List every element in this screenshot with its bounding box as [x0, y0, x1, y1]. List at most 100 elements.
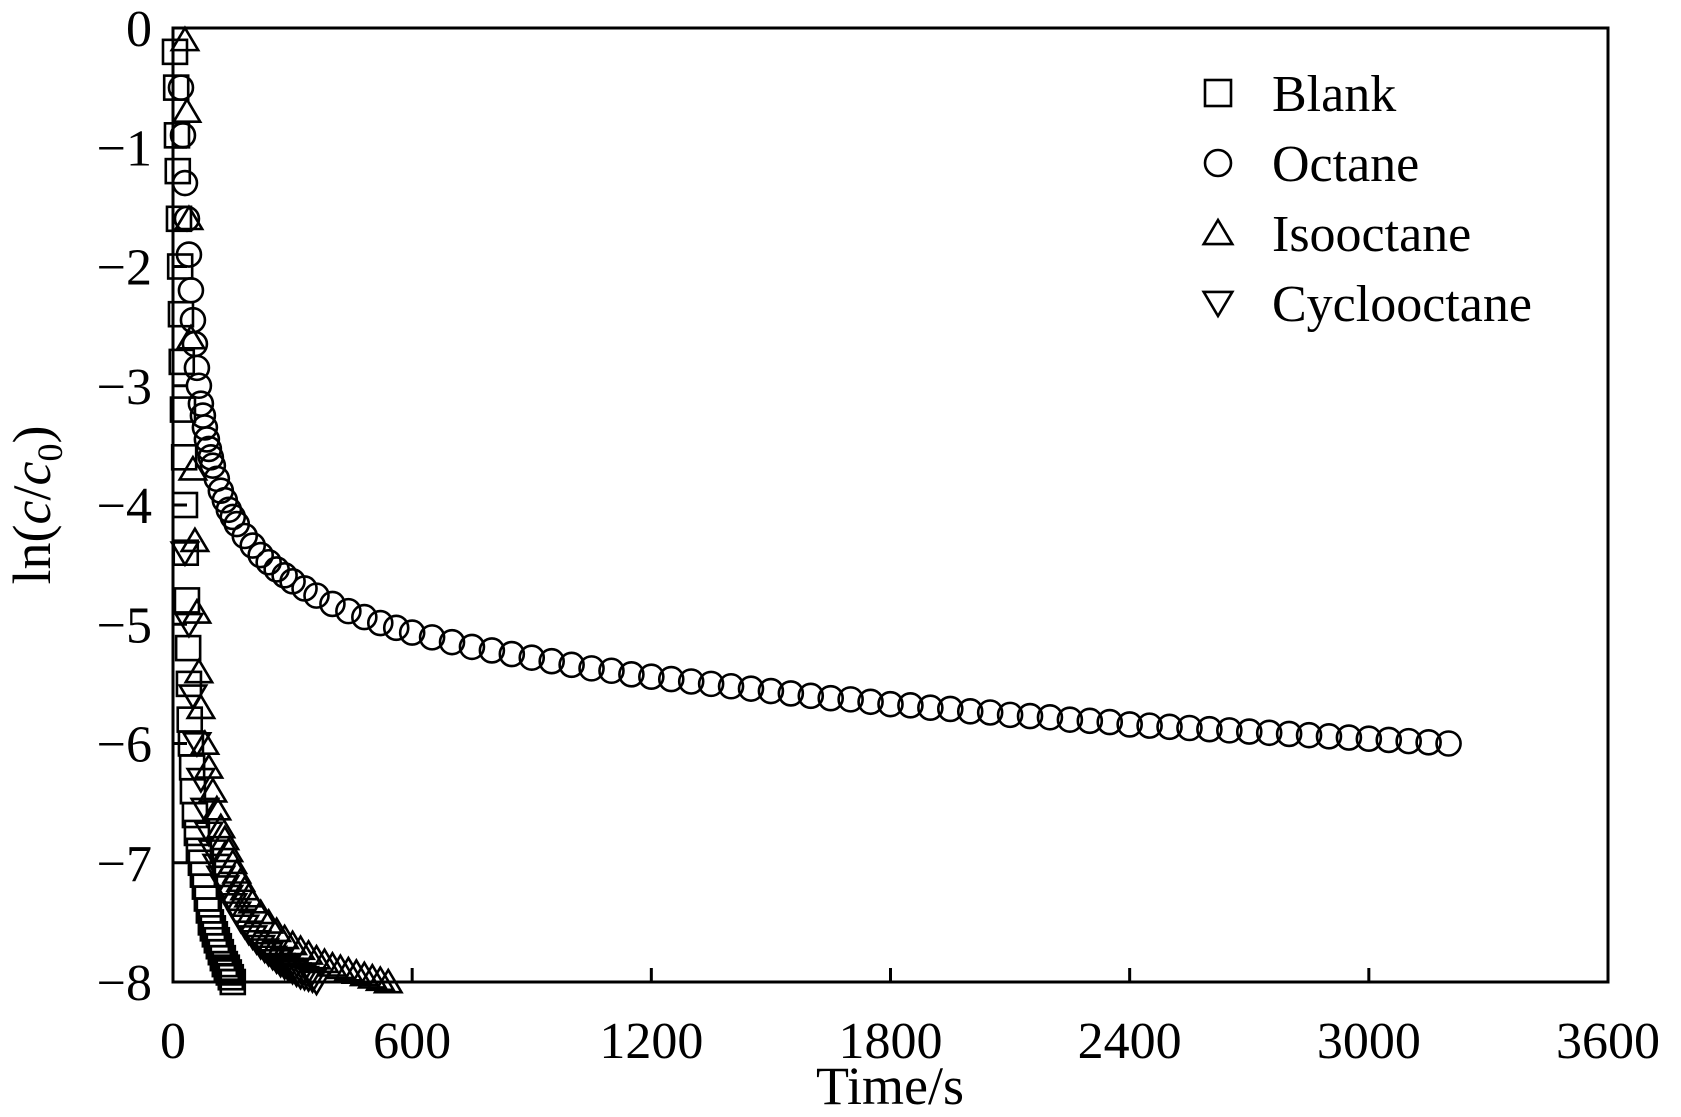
point-cyclooctane	[297, 968, 328, 995]
x-tick-label: 3000	[1317, 1013, 1421, 1070]
point-octane	[777, 680, 805, 707]
point-octane	[677, 668, 705, 695]
point-octane	[1176, 714, 1203, 742]
point-octane	[936, 695, 964, 723]
point-octane	[1375, 726, 1403, 754]
point-cyclooctane	[193, 821, 225, 848]
y-tick-label: −2	[97, 240, 152, 297]
y-tick-label: −4	[97, 478, 152, 535]
point-isooctane	[173, 204, 205, 231]
point-cyclooctane	[189, 797, 221, 824]
series-cyclooctane	[169, 541, 332, 997]
point-octane	[231, 522, 259, 550]
point-octane	[185, 372, 213, 400]
point-octane	[578, 655, 605, 682]
point-octane	[558, 651, 585, 679]
y-tick-label: −7	[97, 836, 152, 893]
point-octane	[382, 614, 410, 642]
point-octane	[618, 661, 645, 688]
point-cyclooctane	[169, 541, 201, 568]
point-octane	[418, 624, 446, 651]
y-tick-label: −3	[97, 359, 152, 416]
data-marks	[161, 25, 1462, 997]
point-blank	[171, 491, 199, 519]
point-isooctane	[364, 965, 396, 992]
y-axis-label-c: c	[2, 500, 62, 524]
point-blank	[165, 205, 193, 233]
point-isooctane	[332, 955, 364, 982]
point-octane	[1235, 718, 1263, 745]
point-blank	[170, 443, 198, 471]
legend-label-blank: Blank	[1272, 66, 1396, 123]
point-octane	[169, 122, 197, 149]
point-octane	[956, 698, 984, 725]
legend: Blank Octane Isooctane Cyclooctane	[1201, 66, 1532, 333]
point-octane	[1036, 703, 1064, 731]
point-isooctane	[340, 957, 372, 984]
x-tick-label: 600	[373, 1013, 451, 1070]
x-tick-label: 2400	[1078, 1013, 1182, 1070]
legend-label-octane: Octane	[1272, 136, 1419, 193]
point-octane	[1255, 719, 1283, 747]
point-octane	[518, 644, 546, 671]
y-tick-label: −8	[97, 955, 152, 1012]
x-tick-label: 1800	[839, 1013, 943, 1070]
y-axis-label-close: )	[2, 426, 62, 444]
x-tick-label: 0	[160, 1013, 186, 1070]
point-octane	[1435, 730, 1462, 757]
point-blank	[168, 348, 196, 376]
point-isooctane	[205, 812, 237, 839]
point-octane	[857, 688, 884, 716]
point-octane	[657, 665, 685, 693]
point-octane	[183, 354, 211, 382]
point-octane	[697, 670, 725, 698]
point-octane	[438, 628, 466, 656]
point-cyclooctane	[301, 970, 332, 997]
point-isooctane	[169, 25, 201, 52]
point-octane	[177, 277, 205, 304]
point-isooctane	[324, 953, 356, 980]
point-octane	[191, 414, 219, 441]
x-tick-label: 1200	[599, 1013, 703, 1070]
point-isooctane	[179, 526, 211, 553]
point-octane	[996, 701, 1024, 729]
point-blank	[215, 959, 243, 986]
point-blank	[219, 968, 247, 996]
point-octane	[1216, 717, 1243, 744]
point-blank	[163, 122, 191, 149]
point-octane	[1395, 727, 1422, 755]
point-isooctane	[213, 836, 245, 863]
legend-label-isooctane: Isooctane	[1272, 206, 1471, 263]
point-octane	[917, 694, 944, 722]
point-blank	[173, 587, 201, 614]
point-isooctane	[177, 454, 209, 481]
point-octane	[239, 532, 267, 559]
point-cyclooctane	[181, 731, 213, 759]
legend-marker-isooctane	[1201, 217, 1235, 246]
point-octane	[1355, 725, 1383, 753]
point-octane	[193, 426, 221, 453]
legend-marker-cyclooctane	[1201, 290, 1235, 319]
point-isooctane	[209, 824, 241, 851]
point-octane	[175, 241, 203, 268]
point-octane	[976, 699, 1004, 726]
point-isooctane	[316, 950, 348, 977]
point-blank	[161, 38, 189, 66]
point-isooctane	[175, 323, 207, 350]
y-axis-label-subscript: 0	[30, 444, 70, 462]
y-axis-label-slash: /	[2, 485, 62, 500]
point-octane	[817, 684, 845, 712]
point-octane	[1335, 724, 1363, 751]
point-octane	[173, 205, 201, 233]
y-tick-label: −1	[97, 120, 152, 177]
point-octane	[1315, 723, 1343, 750]
point-blank	[169, 396, 197, 423]
point-cyclooctane	[209, 875, 241, 902]
point-octane	[897, 692, 924, 719]
point-octane	[1415, 729, 1442, 756]
point-octane	[498, 640, 526, 668]
point-octane	[199, 452, 227, 479]
point-octane	[398, 619, 426, 646]
point-isooctane	[348, 960, 380, 987]
